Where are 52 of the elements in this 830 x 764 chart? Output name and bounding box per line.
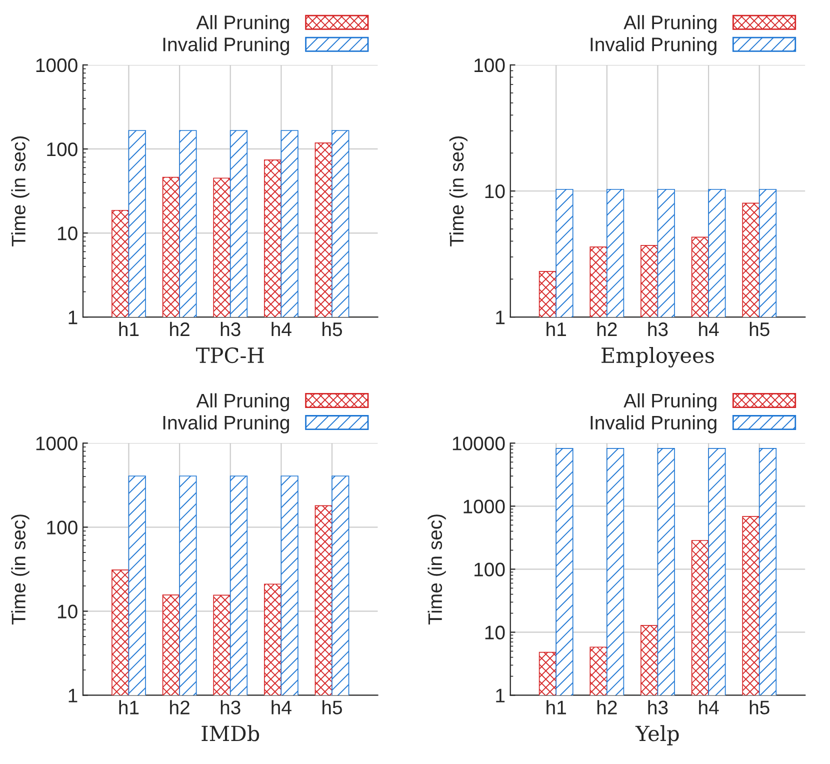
- x-tick-label: h2: [597, 700, 617, 714]
- y-axis-title: Time (in sec): [11, 136, 30, 246]
- x-tick-label: h2: [597, 322, 617, 336]
- x-axis-title: Employees: [602, 346, 714, 368]
- y-tick-label: 100: [47, 142, 78, 156]
- x-tick-label: h1: [546, 322, 566, 336]
- x-tick-label: h5: [322, 322, 342, 336]
- y-tick-label: 10: [58, 226, 78, 240]
- x-tick-label: h3: [220, 322, 240, 336]
- y-tick-label: 1000: [36, 58, 78, 72]
- x-tick-label: h2: [170, 700, 190, 714]
- legend-label: All Pruning: [624, 393, 716, 412]
- y-tick-label: 100: [474, 562, 505, 576]
- legend-label: Invalid Pruning: [590, 415, 716, 434]
- legend-label: All Pruning: [196, 393, 289, 412]
- y-tick-label: 10000: [452, 436, 505, 450]
- x-tick-label: h1: [119, 322, 139, 336]
- y-tick-label: 1: [68, 688, 78, 702]
- legend-label: All Pruning: [624, 15, 716, 34]
- x-tick-label: h2: [170, 322, 190, 336]
- y-tick-label: 10: [58, 604, 78, 618]
- y-tick-label: 10: [485, 184, 505, 198]
- x-tick-label: h3: [648, 322, 668, 336]
- y-tick-label: 100: [474, 58, 505, 72]
- x-tick-label: h4: [699, 700, 719, 714]
- y-tick-label: 1000: [464, 500, 505, 514]
- x-tick-label: h3: [220, 700, 240, 714]
- x-tick-label: h4: [272, 322, 292, 336]
- x-tick-label: h5: [750, 322, 770, 336]
- x-axis-title: Yelp: [635, 725, 679, 746]
- x-tick-label: h5: [750, 700, 770, 714]
- x-tick-label: h5: [322, 700, 342, 714]
- x-tick-label: h3: [648, 700, 668, 714]
- x-axis-title: TPC-H: [196, 347, 264, 364]
- y-axis-title: Time (in sec): [428, 514, 446, 625]
- legend-label: All Pruning: [196, 15, 289, 34]
- y-axis-title: Time (in sec): [11, 514, 30, 625]
- x-axis-title: IMDb: [202, 725, 260, 742]
- legend-label: Invalid Pruning: [163, 37, 289, 56]
- y-tick-label: 1: [68, 310, 78, 324]
- x-tick-label: h4: [699, 322, 719, 336]
- y-tick-label: 1: [496, 310, 505, 324]
- y-tick-label: 1000: [36, 436, 78, 450]
- legend-label: Invalid Pruning: [163, 415, 289, 434]
- legend-label: Invalid Pruning: [590, 37, 716, 56]
- y-tick-label: 10: [485, 626, 505, 640]
- y-axis-title: Time (in sec): [449, 136, 468, 246]
- y-tick-label: 1: [496, 688, 505, 702]
- y-tick-label: 100: [47, 520, 78, 534]
- x-tick-label: h4: [272, 700, 292, 714]
- x-tick-label: h1: [546, 700, 566, 714]
- x-tick-label: h1: [119, 700, 139, 714]
